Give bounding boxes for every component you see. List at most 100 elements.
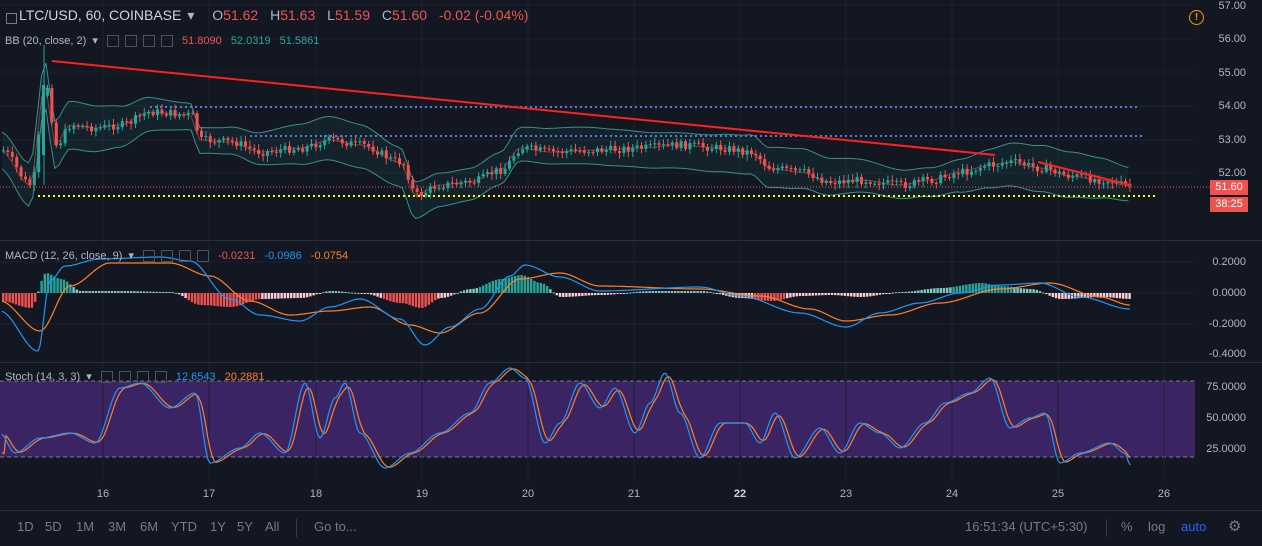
source-icon[interactable] — [136, 371, 149, 384]
macd-chart[interactable] — [0, 241, 1262, 362]
range-1d-button[interactable]: 1D — [17, 519, 34, 534]
candle-body — [780, 166, 784, 169]
macd-pane[interactable]: MACD (12, 26, close, 9) ▾ -0.0231 -0.0986… — [0, 241, 1262, 362]
range-1m-button[interactable]: 1M — [76, 519, 95, 534]
close-icon[interactable] — [160, 35, 173, 48]
macd-histogram-bar — [859, 293, 862, 297]
stoch-title[interactable]: Stoch (14, 3, 3) — [5, 371, 81, 383]
macd-histogram-bar — [142, 291, 146, 293]
stoch-legend[interactable]: Stoch (14, 3, 3) ▾ 12.6543 20.2881 — [5, 370, 270, 384]
macd-histogram-bar — [1122, 293, 1125, 299]
settings-icon[interactable]: ⚙ — [1228, 518, 1242, 535]
source-icon[interactable] — [178, 250, 191, 263]
clock-timezone[interactable]: 16:51:34 (UTC+5:30) — [965, 519, 1088, 534]
macd-histogram-bar — [50, 274, 53, 293]
macd-histogram-bar — [971, 283, 974, 293]
visibility-icon[interactable] — [106, 35, 119, 48]
candle-body — [1102, 183, 1105, 185]
macd-histogram-bar — [741, 293, 744, 299]
range-1y-button[interactable]: 1Y — [210, 519, 226, 534]
settings-icon[interactable] — [160, 250, 173, 263]
stoch-chart[interactable] — [0, 363, 1262, 481]
macd-histogram-bar — [357, 292, 360, 294]
price-chart[interactable] — [0, 0, 1262, 240]
range-ytd-button[interactable]: YTD — [171, 519, 197, 534]
bb-legend[interactable]: BB (20, close, 2) ▾ 51.8090 52.0319 51.58… — [5, 34, 325, 48]
candle-body — [257, 149, 261, 155]
log-toggle[interactable]: log — [1148, 519, 1166, 534]
macd-histogram-bar — [494, 279, 498, 293]
candle-body — [824, 181, 828, 183]
pane-separator[interactable] — [0, 240, 1262, 241]
macd-histogram-bar — [40, 280, 43, 293]
macd-histogram-bar — [1118, 293, 1122, 299]
macd-histogram-bar — [254, 293, 258, 300]
time-tick: 21 — [627, 488, 641, 500]
stoch-value-d: 20.2881 — [224, 371, 265, 383]
macd-histogram-bar — [101, 291, 104, 293]
time-tick: 23 — [839, 488, 853, 500]
dropdown-icon[interactable]: ▾ — [187, 7, 195, 23]
candle-body — [512, 156, 516, 161]
stoch-pane[interactable]: Stoch (14, 3, 3) ▾ 12.6543 20.2881 75.000… — [0, 363, 1262, 481]
price-pane[interactable]: LTC/USD, 60, COINBASE ▾ O51.62 H51.63 L51… — [0, 0, 1262, 240]
range-all-button[interactable]: All — [265, 519, 280, 534]
macd-histogram-bar — [712, 292, 715, 294]
candle-body — [1106, 182, 1110, 184]
source-icon[interactable] — [142, 35, 155, 48]
close-icon[interactable] — [196, 250, 209, 263]
visibility-icon[interactable] — [142, 250, 155, 263]
macd-histogram-bar — [1029, 288, 1032, 293]
macd-histogram-bar — [920, 289, 923, 293]
bb-title[interactable]: BB (20, close, 2) — [5, 35, 87, 47]
candle-body — [802, 169, 806, 171]
dropdown-icon[interactable]: ▾ — [92, 35, 98, 47]
bb-upper-line — [1, 63, 1129, 183]
collapse-icon[interactable] — [6, 13, 17, 24]
auto-toggle[interactable]: auto — [1181, 519, 1207, 534]
macd-histogram-bar — [856, 293, 859, 297]
macd-title[interactable]: MACD (12, 26, close, 9) — [5, 250, 123, 262]
macd-histogram-bar — [1125, 293, 1128, 299]
macd-histogram-bar — [62, 279, 66, 293]
macd-histogram-bar — [872, 293, 875, 296]
dropdown-icon[interactable]: ▾ — [86, 371, 92, 383]
range-3m-button[interactable]: 3M — [108, 519, 127, 534]
macd-histogram-bar — [990, 284, 994, 293]
settings-icon[interactable] — [118, 371, 131, 384]
dropdown-icon[interactable]: ▾ — [128, 250, 134, 262]
macd-histogram-bar — [130, 291, 133, 293]
macd-signal-line — [1, 262, 1131, 334]
candle-body — [459, 182, 463, 185]
open-label: O — [212, 7, 224, 23]
range-5y-button[interactable]: 5Y — [237, 519, 253, 534]
macd-histogram-bar — [699, 291, 702, 293]
close-icon[interactable] — [154, 371, 167, 384]
range-6m-button[interactable]: 6M — [140, 519, 159, 534]
goto-button[interactable]: Go to... — [314, 519, 357, 534]
macd-histogram-bar — [235, 293, 238, 307]
visibility-icon[interactable] — [100, 371, 113, 384]
macd-histogram-bar — [1003, 286, 1006, 293]
macd-histogram-bar — [526, 277, 530, 293]
settings-icon[interactable] — [124, 35, 137, 48]
candle-body — [912, 180, 916, 187]
macd-histogram-bar — [1006, 286, 1010, 293]
percent-toggle[interactable]: % — [1121, 519, 1133, 534]
macd-histogram-bar — [664, 291, 667, 293]
trend-line — [1037, 161, 1131, 186]
macd-legend[interactable]: MACD (12, 26, close, 9) ▾ -0.0231 -0.0986… — [5, 249, 354, 263]
candle-body — [657, 143, 661, 145]
candle-body — [200, 130, 203, 137]
macd-histogram-bar — [670, 291, 674, 293]
macd-histogram-bar — [661, 291, 664, 293]
candle-body — [477, 176, 481, 183]
range-5d-button[interactable]: 5D — [45, 519, 62, 534]
macd-histogram-bar — [584, 293, 587, 296]
macd-histogram-bar — [590, 293, 594, 296]
pane-separator[interactable] — [0, 362, 1262, 363]
divider — [1106, 519, 1107, 537]
warning-icon[interactable]: ! — [1189, 10, 1204, 25]
candle-body — [120, 121, 124, 128]
symbol-title[interactable]: LTC/USD, 60, COINBASE — [19, 7, 182, 23]
